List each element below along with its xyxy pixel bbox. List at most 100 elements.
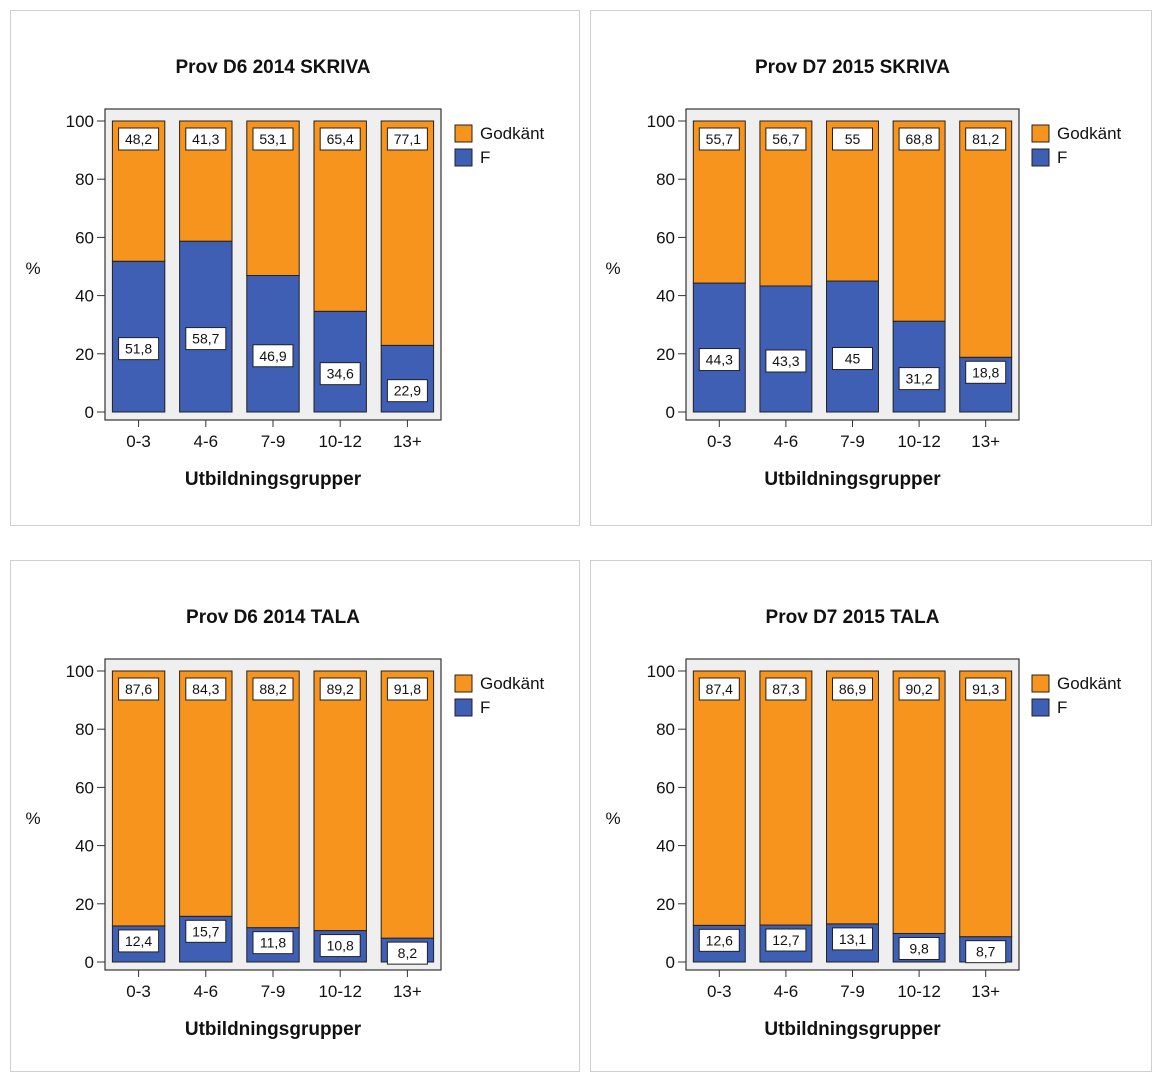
y-tick-label: 80 — [656, 720, 675, 739]
data-label-box — [832, 677, 873, 701]
legend-label: Godkänt — [1057, 674, 1122, 693]
data-label-box — [252, 127, 294, 151]
x-tick-label: 7-9 — [261, 982, 286, 1001]
y-tick-label: 60 — [656, 778, 675, 797]
data-label-f: 46,9 — [259, 348, 286, 364]
chart-title: Prov D7 2015 TALA — [766, 607, 940, 628]
x-axis-title: Utbildningsgrupper — [185, 469, 362, 490]
data-label-box — [965, 127, 1007, 151]
data-label-f: 22,9 — [394, 383, 421, 399]
legend-swatch — [454, 698, 473, 717]
x-tick-label: 4-6 — [194, 432, 219, 451]
legend-label: F — [1057, 148, 1067, 167]
y-axis-title: % — [605, 259, 620, 278]
bar-segment-godkant — [692, 670, 746, 926]
bar-segment-godkant — [313, 670, 367, 932]
x-tick-label: 0-3 — [126, 982, 151, 1001]
data-label-box — [118, 929, 160, 953]
data-label-godkant: 87,6 — [125, 681, 152, 697]
data-label-godkant: 55,7 — [706, 131, 733, 147]
y-tick-label: 100 — [66, 112, 94, 131]
data-label-godkant: 86,9 — [839, 681, 866, 697]
data-label-box — [319, 677, 361, 701]
data-label-box — [765, 677, 807, 701]
data-label-godkant: 56,7 — [772, 131, 799, 147]
data-label-box — [319, 362, 361, 386]
x-tick-label: 4-6 — [774, 432, 799, 451]
bar-segment-f — [892, 320, 946, 413]
x-tick-label: 7-9 — [261, 432, 286, 451]
bar-segment-godkant — [959, 120, 1013, 358]
data-label-box — [252, 344, 294, 368]
x-tick-label: 7-9 — [840, 432, 865, 451]
data-label-godkant: 68,8 — [905, 131, 932, 147]
bar-segment-godkant — [380, 120, 435, 346]
x-tick-label: 0-3 — [126, 432, 151, 451]
data-label-f: 12,7 — [772, 932, 799, 948]
legend-label: Godkänt — [1057, 124, 1122, 143]
legend-swatch — [1031, 674, 1050, 693]
bar-segment-f — [179, 240, 233, 413]
data-label-f: 43,3 — [772, 353, 799, 369]
bar-segment-godkant — [313, 120, 367, 312]
chart-svg: Prov D6 2014 TALA 0 20 40 60 80 100% 0-3 87,6 12,… — [25, 607, 544, 1040]
data-label-box — [698, 348, 740, 372]
data-label-box — [185, 327, 227, 351]
data-label-box — [898, 127, 940, 151]
data-label-f: 31,2 — [905, 371, 932, 387]
x-tick-label: 13+ — [393, 432, 422, 451]
data-label-box — [185, 919, 227, 943]
chart-title: Prov D6 2014 SKRIVA — [175, 57, 370, 78]
data-label-box — [185, 127, 227, 151]
legend-label: F — [480, 148, 490, 167]
y-tick-label: 100 — [647, 662, 675, 681]
y-tick-label: 20 — [656, 345, 675, 364]
data-label-godkant: 90,2 — [905, 681, 932, 697]
bar-segment-godkant — [111, 670, 166, 927]
data-label-f: 15,7 — [192, 923, 219, 939]
data-label-godkant: 81,2 — [972, 131, 999, 147]
data-label-f: 12,4 — [125, 933, 152, 949]
x-tick-label: 4-6 — [774, 982, 799, 1001]
data-label-godkant: 87,3 — [772, 681, 799, 697]
bar-segment-godkant — [959, 670, 1013, 938]
bar-segment-f — [759, 285, 813, 413]
y-tick-label: 80 — [75, 170, 94, 189]
data-label-box — [832, 927, 873, 951]
chart-svg: Prov D7 2015 SKRIVA 0 20 40 60 80 100% 0-3 55,7 4… — [605, 57, 1122, 490]
data-label-godkant: 41,3 — [192, 131, 219, 147]
x-axis-title: Utbildningsgrupper — [185, 1019, 362, 1040]
data-label-box — [252, 931, 294, 955]
data-label-godkant: 77,1 — [394, 131, 421, 147]
bar-segment-godkant — [826, 670, 879, 925]
data-label-f: 9,8 — [909, 940, 929, 956]
y-tick-label: 100 — [647, 112, 675, 131]
y-tick-label: 0 — [666, 403, 675, 422]
data-label-f: 18,8 — [972, 364, 999, 380]
data-label-box — [765, 928, 807, 952]
x-tick-label: 7-9 — [840, 982, 865, 1001]
data-label-f: 45 — [845, 351, 861, 367]
x-tick-label: 0-3 — [707, 432, 732, 451]
y-tick-label: 60 — [656, 228, 675, 247]
x-tick-label: 13+ — [971, 432, 1000, 451]
chart-title: Prov D7 2015 SKRIVA — [755, 57, 950, 78]
data-label-godkant: 84,3 — [192, 681, 219, 697]
data-label-box — [386, 677, 428, 701]
legend-label: F — [480, 698, 490, 717]
y-axis-title: % — [25, 259, 40, 278]
legend-swatch — [454, 674, 473, 693]
data-label-godkant: 91,8 — [394, 681, 421, 697]
bar-segment-f — [111, 260, 166, 413]
x-axis-title: Utbildningsgrupper — [764, 469, 941, 490]
y-axis-title: % — [605, 809, 620, 828]
bar-segment-godkant — [892, 670, 946, 934]
data-label-box — [319, 127, 361, 151]
data-label-godkant: 48,2 — [125, 131, 152, 147]
data-label-box — [386, 127, 428, 151]
data-label-godkant: 65,4 — [327, 131, 354, 147]
x-tick-label: 13+ — [393, 982, 422, 1001]
data-label-box — [765, 127, 807, 151]
bar-segment-f — [692, 282, 746, 413]
chart-panel-d6-2014-tala: Prov D6 2014 TALA 0 20 40 60 80 100% 0-3 87,6 12,… — [10, 560, 580, 1072]
